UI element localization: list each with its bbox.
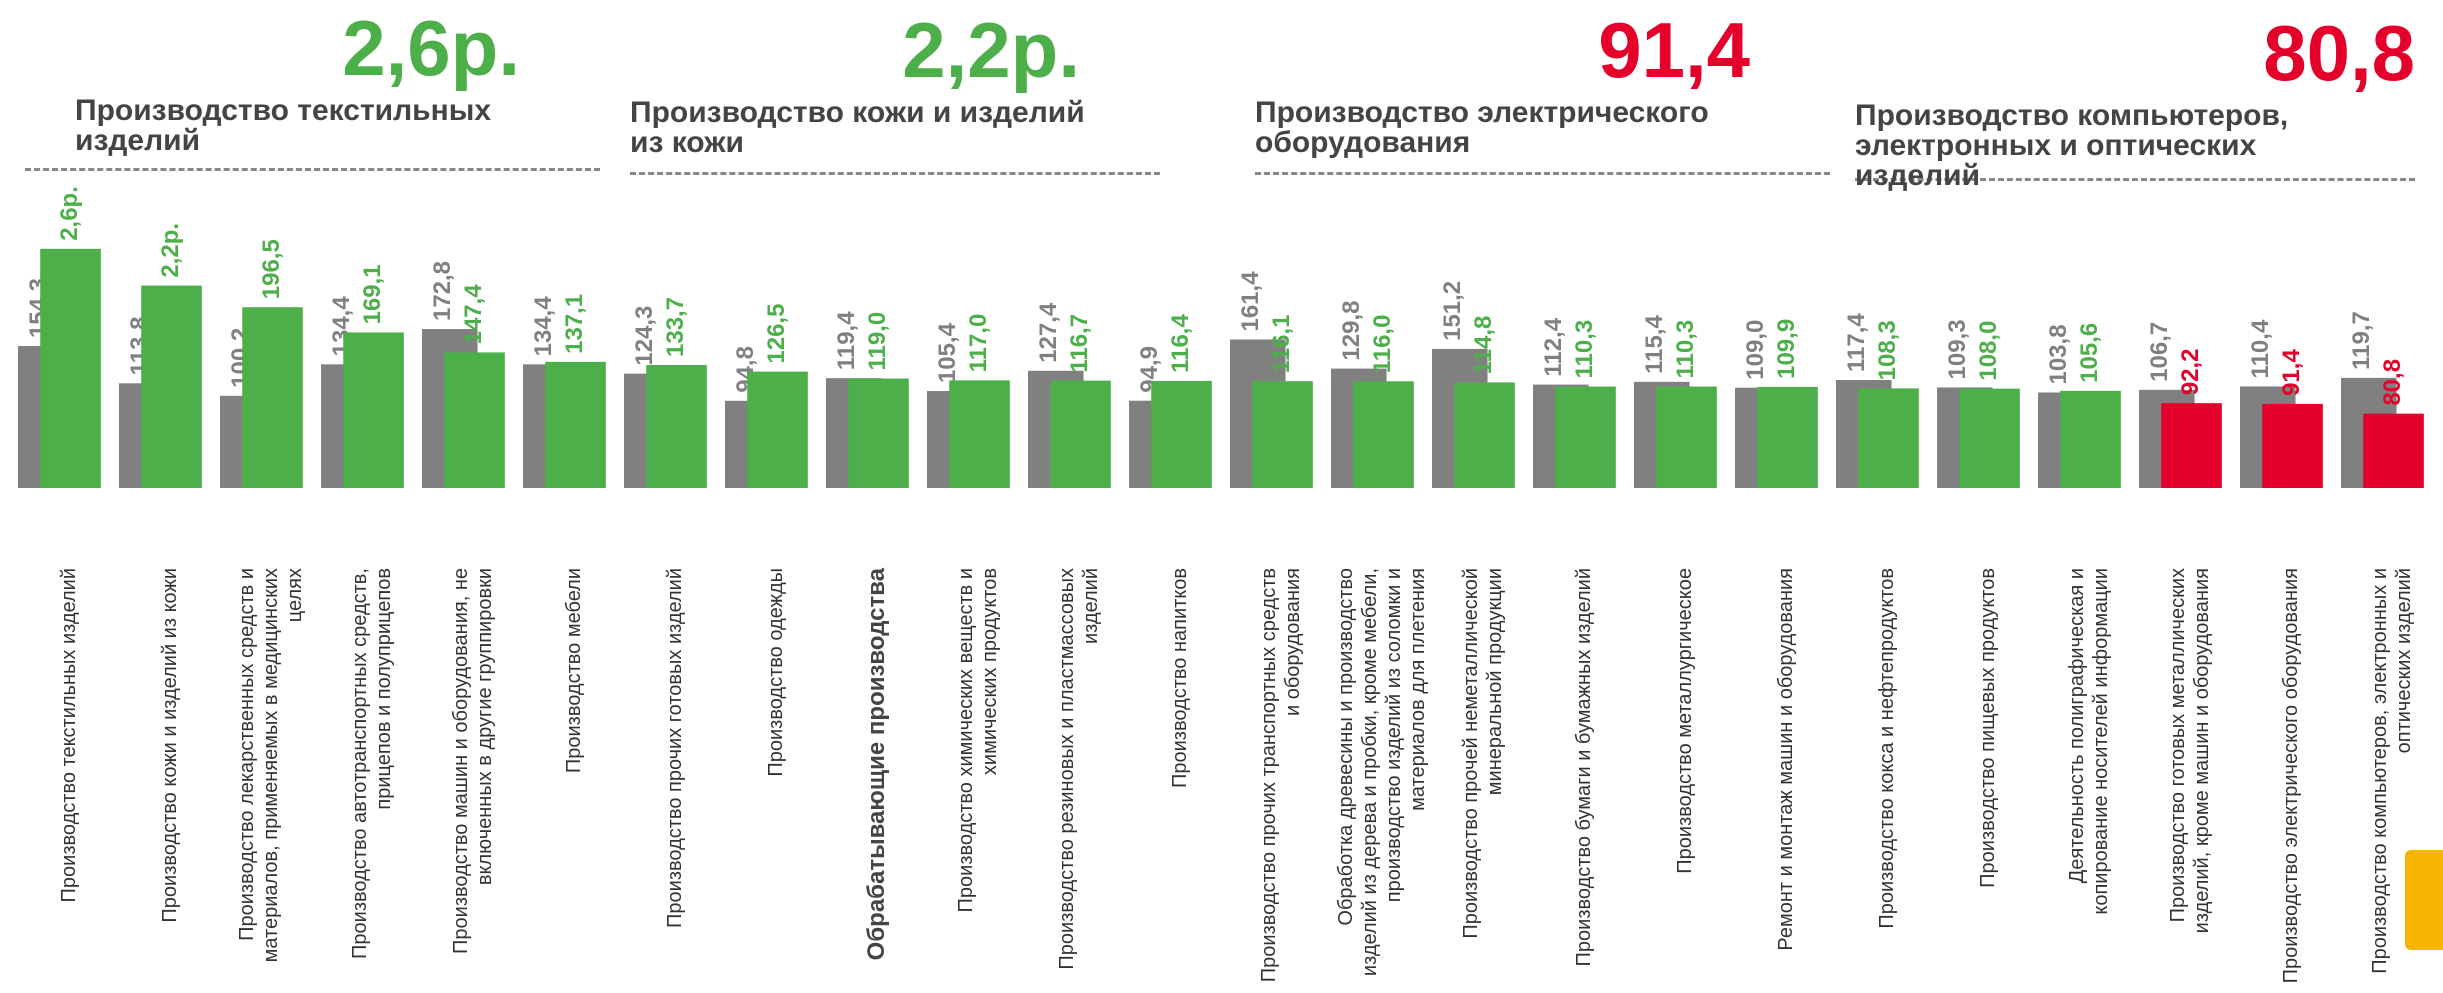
value-label: 2,2р.	[157, 223, 184, 278]
value-label: 116,7	[1066, 314, 1093, 373]
value-label: 116,0	[1369, 315, 1396, 374]
value-label: 92,2	[2177, 348, 2204, 395]
decoration	[2405, 850, 2443, 950]
value-label: 119,4	[833, 311, 860, 370]
bar	[646, 365, 707, 488]
x-tick-label: Производство резиновых и пластмассовых и…	[1028, 568, 1129, 988]
value-label: 129,8	[1338, 301, 1365, 361]
bar	[1252, 381, 1313, 488]
value-label: 108,0	[1975, 321, 2002, 381]
value-label: 117,0	[965, 314, 992, 373]
x-tick-label: Производство электрического оборудования	[2240, 568, 2341, 988]
bar	[1858, 388, 1919, 488]
value-label: 127,4	[1035, 302, 1062, 363]
value-label: 110,3	[1571, 320, 1598, 379]
x-tick-label: Производство автотранспортных средств, п…	[321, 568, 422, 988]
value-label: 117,4	[1843, 313, 1870, 372]
x-tick-label: Производство металлургическое	[1634, 568, 1735, 988]
value-label: 151,2	[1439, 281, 1466, 341]
bar	[141, 286, 202, 488]
bar	[444, 352, 505, 488]
x-tick-label: Производство одежды	[725, 568, 826, 988]
bar	[747, 372, 808, 488]
value-label: 137,1	[561, 294, 588, 354]
bar	[1959, 389, 2020, 488]
value-label: 114,8	[1470, 316, 1497, 375]
x-tick-label: Производство бумаги и бумажных изделий	[1533, 568, 1634, 988]
x-tick-label: Производство текстильных изделий	[18, 568, 119, 988]
x-tick-label: Ремонт и монтаж машин и оборудования	[1735, 568, 1836, 988]
value-label: 106,7	[2146, 322, 2173, 382]
bar	[848, 379, 909, 488]
x-tick-label: Деятельность полиграфическая и копирован…	[2038, 568, 2139, 988]
value-label: 147,4	[460, 284, 487, 345]
bar	[2060, 391, 2121, 488]
value-label: 161,4	[1237, 271, 1264, 332]
x-tick-label: Производство готовых металлических издел…	[2139, 568, 2240, 988]
bar	[343, 332, 404, 488]
x-tick-label: Производство прочих готовых изделий	[624, 568, 725, 988]
value-label: 105,4	[934, 322, 961, 383]
value-label: 103,8	[2045, 324, 2072, 384]
bar	[949, 380, 1010, 488]
bar	[2161, 403, 2222, 488]
x-tick-label: Обрабатывающие производства	[826, 568, 927, 988]
x-tick-label: Обработка древесины и производство издел…	[1331, 568, 1432, 988]
x-tick-label: Производство лекарственных средств и мат…	[220, 568, 321, 988]
x-tick-label: Производство прочих транспортных средств…	[1230, 568, 1331, 988]
x-tick-label: Производство кокса и нефтепродуктов	[1836, 568, 1937, 988]
bar	[1757, 387, 1818, 488]
value-label: 105,6	[2076, 323, 2103, 383]
bar	[1151, 381, 1212, 488]
value-label: 109,9	[1773, 319, 1800, 379]
value-label: 109,0	[1742, 320, 1769, 380]
value-label: 119,7	[2348, 311, 2375, 370]
page: 2,6р. Производство текстильных изделий 2,2…	[0, 0, 2443, 993]
value-label: 134,4	[530, 296, 557, 357]
x-tick-label: Производство машин и оборудования, не вк…	[422, 568, 523, 988]
x-tick-label: Производство прочей неметаллической мине…	[1432, 568, 1533, 988]
x-tick-label: Производство кожи и изделий из кожи	[119, 568, 220, 988]
value-label: 124,3	[631, 306, 658, 366]
value-label: 133,7	[662, 297, 689, 357]
bar	[242, 307, 303, 488]
x-tick-label: Производство химических веществ и химиче…	[927, 568, 1028, 988]
x-tick-label: Производство мебели	[523, 568, 624, 988]
bar	[1353, 381, 1414, 488]
value-label: 108,3	[1874, 320, 1901, 380]
value-label: 80,8	[2379, 359, 2406, 406]
bar	[1656, 387, 1717, 488]
value-label: 169,1	[359, 264, 386, 324]
value-label: 115,4	[1641, 314, 1668, 373]
value-label: 116,4	[1167, 314, 1194, 373]
value-label: 110,3	[1672, 320, 1699, 379]
value-label: 110,4	[2247, 319, 2274, 378]
value-label: 116,1	[1268, 314, 1295, 373]
bar	[1454, 382, 1515, 488]
bar	[40, 249, 101, 488]
value-label: 119,0	[864, 312, 891, 371]
value-label: 91,4	[2278, 349, 2305, 396]
value-label: 2,6р.	[56, 186, 83, 241]
x-tick-label: Производство пищевых продуктов	[1937, 568, 2038, 988]
bar	[1555, 387, 1616, 488]
value-label: 109,3	[1944, 319, 1971, 379]
bar	[1050, 381, 1111, 488]
bar	[2262, 404, 2323, 488]
value-label: 172,8	[429, 261, 456, 321]
x-tick-label: Производство напитков	[1129, 568, 1230, 988]
bar	[2363, 414, 2424, 488]
value-label: 112,4	[1540, 317, 1567, 376]
value-label: 126,5	[763, 304, 790, 364]
bar	[545, 362, 606, 488]
value-label: 196,5	[258, 239, 285, 299]
